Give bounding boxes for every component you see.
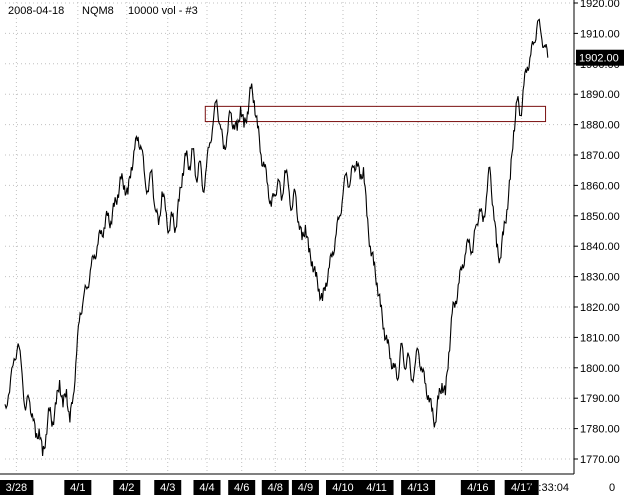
price-line [4, 18, 549, 457]
x-tick-label-box [113, 480, 141, 495]
x-tick-label: 4/6 [234, 482, 249, 494]
y-tick-label: 1880.00 [580, 120, 620, 132]
x-tick-label-box [401, 480, 436, 495]
x-tick-label: 4/10 [332, 482, 353, 494]
volume-readout: 0 [609, 482, 615, 494]
x-tick-label-box [359, 480, 394, 495]
y-tick-label: 1920.00 [580, 0, 620, 10]
x-tick-label-box [64, 480, 92, 495]
x-tick-label: 4/8 [268, 482, 283, 494]
y-tick-label: 1780.00 [580, 424, 620, 436]
y-tick-label: 1770.00 [580, 454, 620, 466]
y-tick-label: 1840.00 [580, 241, 620, 253]
y-tick-label: 1800.00 [580, 363, 620, 375]
time-readout: 11:33:04 [527, 482, 569, 494]
y-tick-label: 1910.00 [580, 28, 620, 40]
y-tick-label: 1850.00 [580, 211, 620, 223]
x-tick-label-box [0, 480, 34, 495]
price-line-layer [4, 18, 549, 457]
x-tick-label-box [228, 480, 256, 495]
time-axis[interactable]: 3/28 4/1 4/2 4/3 4/4 4/6 4/8 4/9 4/10 4/11 4/13 4/1… [0, 473, 615, 495]
price-zone-rectangle-layer [204, 105, 547, 123]
y-tick-label: 1790.00 [580, 393, 620, 405]
y-tick-label: 1860.00 [580, 180, 620, 192]
chart-header: 2008-04-18 NQM8 10000 vol - #3 [8, 5, 198, 17]
x-tick-label: 4/4 [199, 482, 214, 494]
x-tick-label: 4/17 [511, 482, 532, 494]
x-tick-label: 4/3 [160, 482, 175, 494]
x-tick-label: 4/13 [407, 482, 428, 494]
y-tick-label: 1820.00 [580, 302, 620, 314]
x-tick-label: 3/28 [6, 482, 27, 494]
y-tick-label: 1830.00 [580, 272, 620, 284]
y-tick-label: 1890.00 [580, 89, 620, 101]
x-tick-label-box [154, 480, 182, 495]
header-symbol: NQM8 [82, 5, 114, 17]
x-tick-label: 4/11 [366, 482, 387, 494]
x-tick-label-box [504, 480, 539, 495]
x-tick-label: 4/16 [467, 482, 488, 494]
price-zone-rectangle[interactable] [204, 105, 547, 123]
x-tick-label-box [291, 480, 319, 495]
gridlines [5, 2, 574, 474]
y-tick-label: 1870.00 [580, 150, 620, 162]
x-tick-label: 4/2 [119, 482, 134, 494]
x-tick-label: 4/9 [298, 482, 313, 494]
header-bar-spec: 10000 vol - #3 [128, 5, 198, 17]
y-tick-label: 1810.00 [580, 332, 620, 344]
x-tick-label-box [193, 480, 221, 495]
x-tick-label-box [460, 480, 495, 495]
current-price-label: 1902.00 [579, 53, 619, 65]
x-tick-label-box [325, 480, 360, 495]
x-tick-label: 4/1 [70, 482, 85, 494]
current-price-box [576, 49, 624, 66]
header-date: 2008-04-18 [8, 5, 64, 17]
price-axis[interactable]: 1770.00 1780.00 1790.00 1800.00 1810.00 1820.… [573, 0, 624, 474]
x-tick-label-box [261, 480, 289, 495]
